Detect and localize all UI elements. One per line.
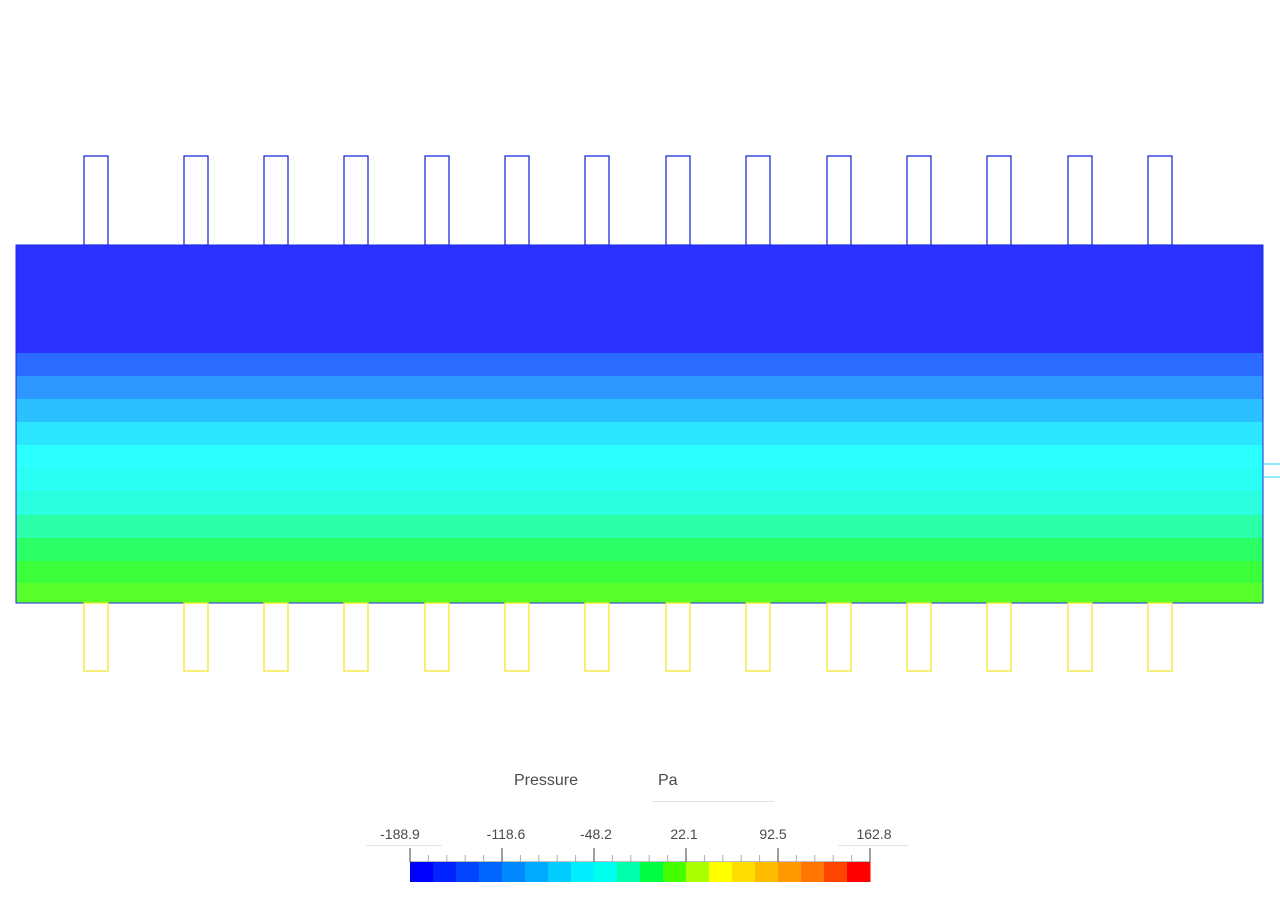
pressure-band xyxy=(16,468,1263,491)
outlet-pipe xyxy=(263,602,289,672)
colorbar-swatch xyxy=(410,862,434,882)
outlet-pipe xyxy=(504,602,530,672)
colorbar-swatch xyxy=(686,862,710,882)
colorbar-swatch xyxy=(709,862,733,882)
pressure-band xyxy=(16,245,1263,353)
colorbar-swatch xyxy=(778,862,802,882)
outlet-pipe xyxy=(986,602,1012,672)
inlet-pipe xyxy=(745,155,771,246)
pressure-band xyxy=(16,376,1263,399)
colorbar-swatch xyxy=(594,862,618,882)
colorbar-swatch xyxy=(433,862,457,882)
inlet-pipe xyxy=(665,155,691,246)
inlet-pipes xyxy=(83,155,1173,246)
domain-outline xyxy=(15,244,1264,604)
colorbar-swatch xyxy=(617,862,641,882)
colorbar-swatch xyxy=(847,862,871,882)
legend-tick-label: -48.2 xyxy=(580,826,612,842)
pressure-band xyxy=(16,515,1263,538)
legend-quantity-label: Pressure xyxy=(514,772,579,789)
colorbar-swatch xyxy=(640,862,664,882)
outlet-pipe xyxy=(424,602,450,672)
inlet-pipe xyxy=(826,155,852,246)
inlet-pipe xyxy=(343,155,369,246)
legend-divider xyxy=(366,845,442,846)
outlet-pipe xyxy=(83,602,109,672)
inlet-pipe xyxy=(1067,155,1093,246)
outlet-pipe xyxy=(183,602,209,672)
outlet-pipe xyxy=(906,602,932,672)
legend-unit-label: Pa xyxy=(658,772,678,789)
colorbar-swatch xyxy=(456,862,480,882)
colorbar-swatch xyxy=(755,862,779,882)
outlet-pipe xyxy=(745,602,771,672)
inlet-pipe xyxy=(906,155,932,246)
legend-tick-label: -118.6 xyxy=(486,826,526,842)
outlet-pipe xyxy=(584,602,610,672)
pressure-band xyxy=(16,422,1263,445)
inlet-pipe xyxy=(986,155,1012,246)
outlet-pipe xyxy=(826,602,852,672)
pressure-band xyxy=(16,353,1263,376)
pressure-domain xyxy=(15,244,1280,604)
inlet-pipe xyxy=(424,155,450,246)
pressure-band xyxy=(16,399,1263,422)
colorbar-swatch xyxy=(571,862,595,882)
colorbar-swatch xyxy=(824,862,848,882)
legend-tick-label: 22.1 xyxy=(670,826,698,842)
pressure-band xyxy=(16,445,1263,468)
side-outlet-stub xyxy=(1263,463,1280,478)
legend-unit-divider xyxy=(652,801,774,802)
inlet-pipe xyxy=(1147,155,1173,246)
colorbar-swatch xyxy=(732,862,756,882)
colorbar-swatch xyxy=(502,862,526,882)
inlet-pipe xyxy=(83,155,109,246)
legend-tick-labels: -188.9 -118.6 -48.2 22.1 92.5 162.8 xyxy=(360,826,920,846)
pressure-band xyxy=(16,538,1263,561)
legend-divider xyxy=(838,845,908,846)
outlet-pipe xyxy=(343,602,369,672)
colorbar-swatch xyxy=(801,862,825,882)
color-legend: Pressure Pa -188.9 -118.6 -48.2 22.1 92.… xyxy=(360,760,920,890)
inlet-pipe xyxy=(504,155,530,246)
legend-tick-label: -188.9 xyxy=(380,826,420,842)
inlet-pipe xyxy=(183,155,209,246)
inlet-pipe xyxy=(263,155,289,246)
colorbar-swatch xyxy=(663,862,687,882)
pressure-band xyxy=(16,583,1263,603)
pressure-band xyxy=(16,561,1263,583)
outlet-pipe xyxy=(665,602,691,672)
legend-tick-label: 162.8 xyxy=(856,826,892,842)
colorbar-swatch xyxy=(479,862,503,882)
colorbar-swatch xyxy=(525,862,549,882)
inlet-pipe xyxy=(584,155,610,246)
outlet-pipes xyxy=(83,602,1173,672)
pressure-band xyxy=(16,491,1263,515)
outlet-pipe xyxy=(1147,602,1173,672)
colorbar xyxy=(409,848,871,882)
legend-tick-label: 92.5 xyxy=(759,826,787,842)
colorbar-swatch xyxy=(548,862,572,882)
outlet-pipe xyxy=(1067,602,1093,672)
